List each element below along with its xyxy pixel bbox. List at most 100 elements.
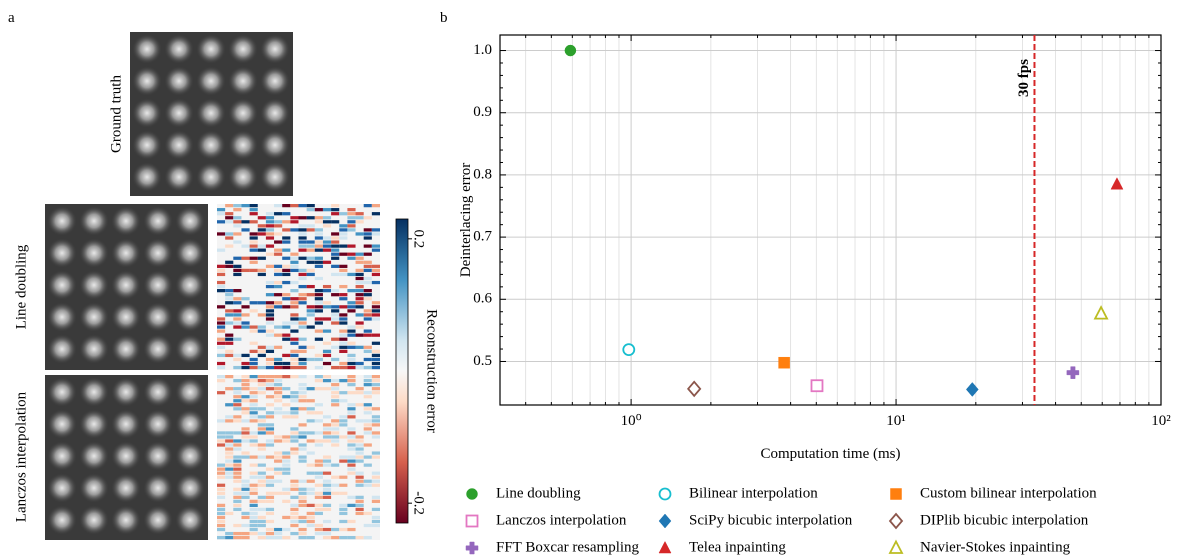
atom-column xyxy=(79,302,109,332)
error-pixel xyxy=(339,321,348,325)
error-pixel xyxy=(290,305,299,309)
panel-label: b xyxy=(440,10,448,26)
error-pixel xyxy=(257,519,266,524)
error-pixel xyxy=(265,455,275,459)
error-pixel xyxy=(290,531,299,536)
error-pixel xyxy=(217,507,226,512)
colorbar-tick-label: 0.2 xyxy=(411,229,427,248)
error-pixel xyxy=(282,487,291,491)
error-pixel xyxy=(241,305,250,309)
error-pixel xyxy=(241,451,250,455)
error-pixel xyxy=(233,353,242,358)
error-pixel xyxy=(322,216,332,220)
error-pixel xyxy=(241,399,250,403)
error-pixel xyxy=(355,443,364,447)
error-pixel xyxy=(298,321,307,325)
error-pixel xyxy=(233,495,242,499)
error-pixel xyxy=(314,431,323,435)
error-pixel xyxy=(249,395,258,399)
error-pixel xyxy=(249,403,258,407)
error-pixel xyxy=(217,495,226,499)
error-pixel xyxy=(314,321,323,325)
legend-marker xyxy=(658,540,672,554)
atom-column xyxy=(111,206,141,236)
error-pixel xyxy=(257,419,266,423)
error-pixel xyxy=(233,487,242,491)
error-pixel xyxy=(257,447,266,451)
error-pixel xyxy=(314,375,323,379)
error-pixel xyxy=(249,463,258,467)
error-pixel xyxy=(241,495,250,499)
error-pixel xyxy=(241,535,250,540)
error-pixel xyxy=(339,297,348,301)
atom-column xyxy=(196,66,226,96)
data-point xyxy=(810,379,824,393)
atom-column xyxy=(143,238,173,268)
atom-column xyxy=(196,34,226,64)
error-pixel xyxy=(347,403,356,407)
error-pixel xyxy=(306,260,315,264)
error-pixel xyxy=(257,427,266,431)
error-pixel xyxy=(347,391,356,395)
error-pixel xyxy=(217,305,226,309)
error-pixel xyxy=(347,341,356,345)
error-pixel xyxy=(290,503,299,507)
error-pixel xyxy=(322,379,332,383)
line-doubling-image xyxy=(45,204,208,370)
error-pixel xyxy=(371,387,380,391)
error-pixel xyxy=(314,309,323,313)
error-pixel xyxy=(306,519,315,524)
error-pixel xyxy=(282,459,291,463)
error-pixel xyxy=(282,535,291,540)
error-pixel xyxy=(347,447,356,451)
error-pixel xyxy=(217,337,226,341)
error-pixel xyxy=(331,256,340,260)
error-pixel xyxy=(363,391,372,395)
error-pixel xyxy=(225,403,234,407)
error-pixel xyxy=(347,305,356,309)
error-pixel xyxy=(241,268,250,273)
error-pixel xyxy=(298,391,307,395)
error-pixel xyxy=(265,228,275,232)
error-pixel xyxy=(249,325,258,329)
error-pixel xyxy=(355,455,364,459)
error-pixel xyxy=(233,431,242,435)
legend-marker xyxy=(465,514,479,528)
error-pixel xyxy=(322,240,332,244)
error-pixel xyxy=(290,511,299,516)
error-pixel xyxy=(314,443,323,447)
error-pixel xyxy=(371,483,380,487)
error-pixel xyxy=(371,379,380,383)
error-pixel xyxy=(322,435,332,439)
error-pixel xyxy=(322,507,332,512)
error-pixel xyxy=(322,415,332,419)
error-pixel xyxy=(298,527,307,532)
error-pixel xyxy=(298,240,307,244)
atom-column xyxy=(47,206,77,236)
error-pixel xyxy=(274,284,283,289)
error-pixel xyxy=(257,228,266,232)
data-point xyxy=(1066,366,1080,379)
error-pixel xyxy=(371,204,380,208)
data-point xyxy=(564,44,577,57)
error-pixel xyxy=(306,244,315,248)
error-pixel xyxy=(347,272,356,277)
error-pixel xyxy=(217,475,226,479)
atom-column xyxy=(260,130,290,160)
error-pixel xyxy=(363,244,372,248)
error-pixel xyxy=(347,383,356,387)
y-tick-label: 0.5 xyxy=(473,353,492,369)
error-pixel xyxy=(282,403,291,407)
error-pixel xyxy=(363,407,372,411)
error-pixel xyxy=(339,341,348,345)
error-pixel xyxy=(298,407,307,411)
error-pixel xyxy=(282,204,291,208)
error-pixel xyxy=(274,357,283,362)
error-pixel xyxy=(249,507,258,512)
error-pixel xyxy=(265,379,275,383)
error-pixel xyxy=(347,535,356,540)
error-pixel xyxy=(355,313,364,317)
atom-column xyxy=(175,206,205,236)
error-pixel xyxy=(265,361,275,366)
error-pixel xyxy=(249,349,258,353)
